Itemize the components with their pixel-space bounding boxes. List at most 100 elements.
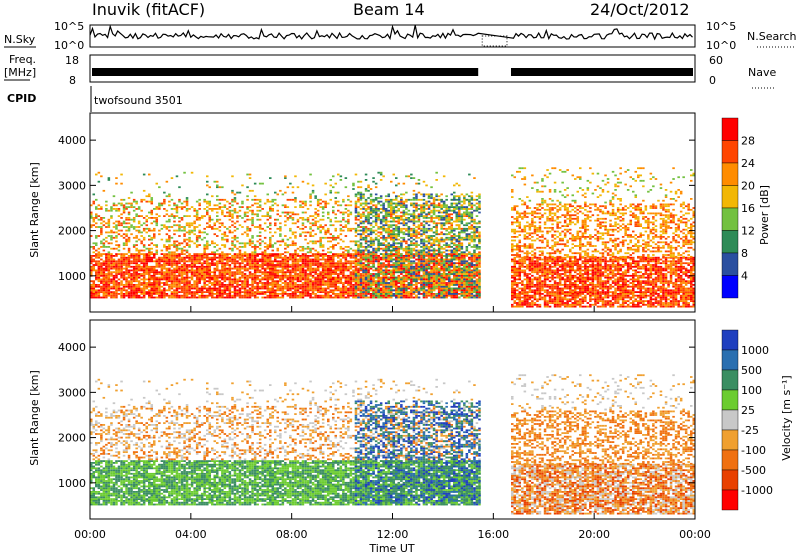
power-cell [352, 227, 355, 230]
power-cell [473, 256, 476, 259]
power-cell [301, 255, 305, 257]
power-cell [112, 267, 116, 270]
power-cell [231, 224, 234, 227]
power-cell [377, 269, 380, 272]
power-cell [420, 282, 423, 284]
power-cell [412, 206, 416, 209]
power-cell [105, 273, 108, 275]
power-cell [110, 253, 113, 256]
power-cell [274, 289, 277, 292]
power-cell [105, 208, 108, 210]
power-cell [432, 271, 436, 274]
power-cell [173, 282, 176, 284]
power-cell [392, 240, 396, 243]
power-cell [165, 226, 169, 228]
power-cell [110, 209, 113, 212]
power-cell [221, 264, 224, 266]
power-cell [395, 226, 398, 228]
power-cell [251, 218, 254, 221]
power-cell [100, 222, 103, 225]
power-cell [364, 215, 368, 218]
power-cell [301, 246, 305, 248]
power-cell [384, 220, 388, 223]
power-cell [155, 213, 159, 216]
power-cell [107, 242, 111, 245]
power-cell [448, 233, 451, 236]
power-cell [321, 287, 325, 290]
power-cell [195, 255, 199, 257]
power-cell [299, 276, 302, 279]
power-cell [470, 231, 474, 234]
power-cell [337, 255, 340, 257]
power-cell [294, 294, 297, 297]
power-cell [185, 197, 189, 199]
power-cell [304, 231, 307, 234]
power-cell [327, 265, 330, 268]
power-cell [327, 287, 330, 290]
power-cell [226, 211, 229, 214]
power-cell [299, 287, 302, 290]
power-cell [178, 226, 181, 228]
power-cell [208, 256, 212, 259]
power-cell [145, 278, 149, 281]
power-cell [163, 282, 166, 284]
power-cell [150, 294, 154, 297]
power-cell [158, 271, 161, 274]
power-cell [142, 249, 146, 252]
power-cell [405, 269, 408, 272]
power-cell [251, 282, 254, 284]
power-cell [387, 284, 391, 286]
power-cell [107, 267, 111, 270]
power-cell [311, 289, 315, 292]
power-cell [236, 240, 239, 243]
power-cell [107, 284, 111, 286]
power-cell [198, 274, 201, 277]
power-cell [145, 195, 149, 198]
power-cell [321, 208, 325, 210]
power-cell [145, 273, 149, 275]
power-cell [125, 206, 128, 209]
power-cell [427, 294, 431, 297]
power-cell [306, 273, 310, 275]
power-cell [248, 262, 252, 265]
power-cell [137, 258, 141, 261]
power-cell [448, 220, 451, 223]
power-cell [213, 282, 217, 284]
power-cell [142, 274, 146, 277]
power-cell [122, 247, 126, 250]
power-cell [470, 269, 474, 272]
power-cell [208, 208, 212, 210]
power-cell [160, 291, 164, 294]
power-cell [137, 215, 141, 218]
power-cell [261, 287, 264, 290]
power-cell [132, 294, 136, 297]
power-cell [140, 269, 143, 272]
power-cell [299, 217, 302, 219]
power-cell [400, 231, 403, 234]
power-cell [130, 253, 133, 256]
power-cell [203, 256, 206, 259]
power-cell [274, 253, 277, 256]
power-cell [253, 213, 257, 216]
power-cell [231, 215, 234, 218]
power-cell [427, 284, 431, 286]
power-cell [92, 224, 96, 227]
power-cell [263, 246, 267, 248]
power-cell [470, 256, 474, 259]
power-cell [349, 260, 353, 263]
power-cell [420, 258, 423, 261]
power-cell [180, 242, 184, 245]
power-cell [216, 220, 219, 223]
power-cell [395, 220, 398, 223]
power-cell [97, 284, 101, 286]
power-cell [165, 260, 169, 263]
power-cell [168, 244, 171, 247]
power-cell [163, 264, 166, 266]
power-cell [377, 262, 380, 265]
power-cell [195, 236, 199, 239]
power-cell [117, 246, 121, 248]
power-cell [332, 244, 335, 247]
power-cell [90, 224, 93, 227]
power-cell [279, 244, 282, 247]
power-cell [263, 264, 267, 266]
